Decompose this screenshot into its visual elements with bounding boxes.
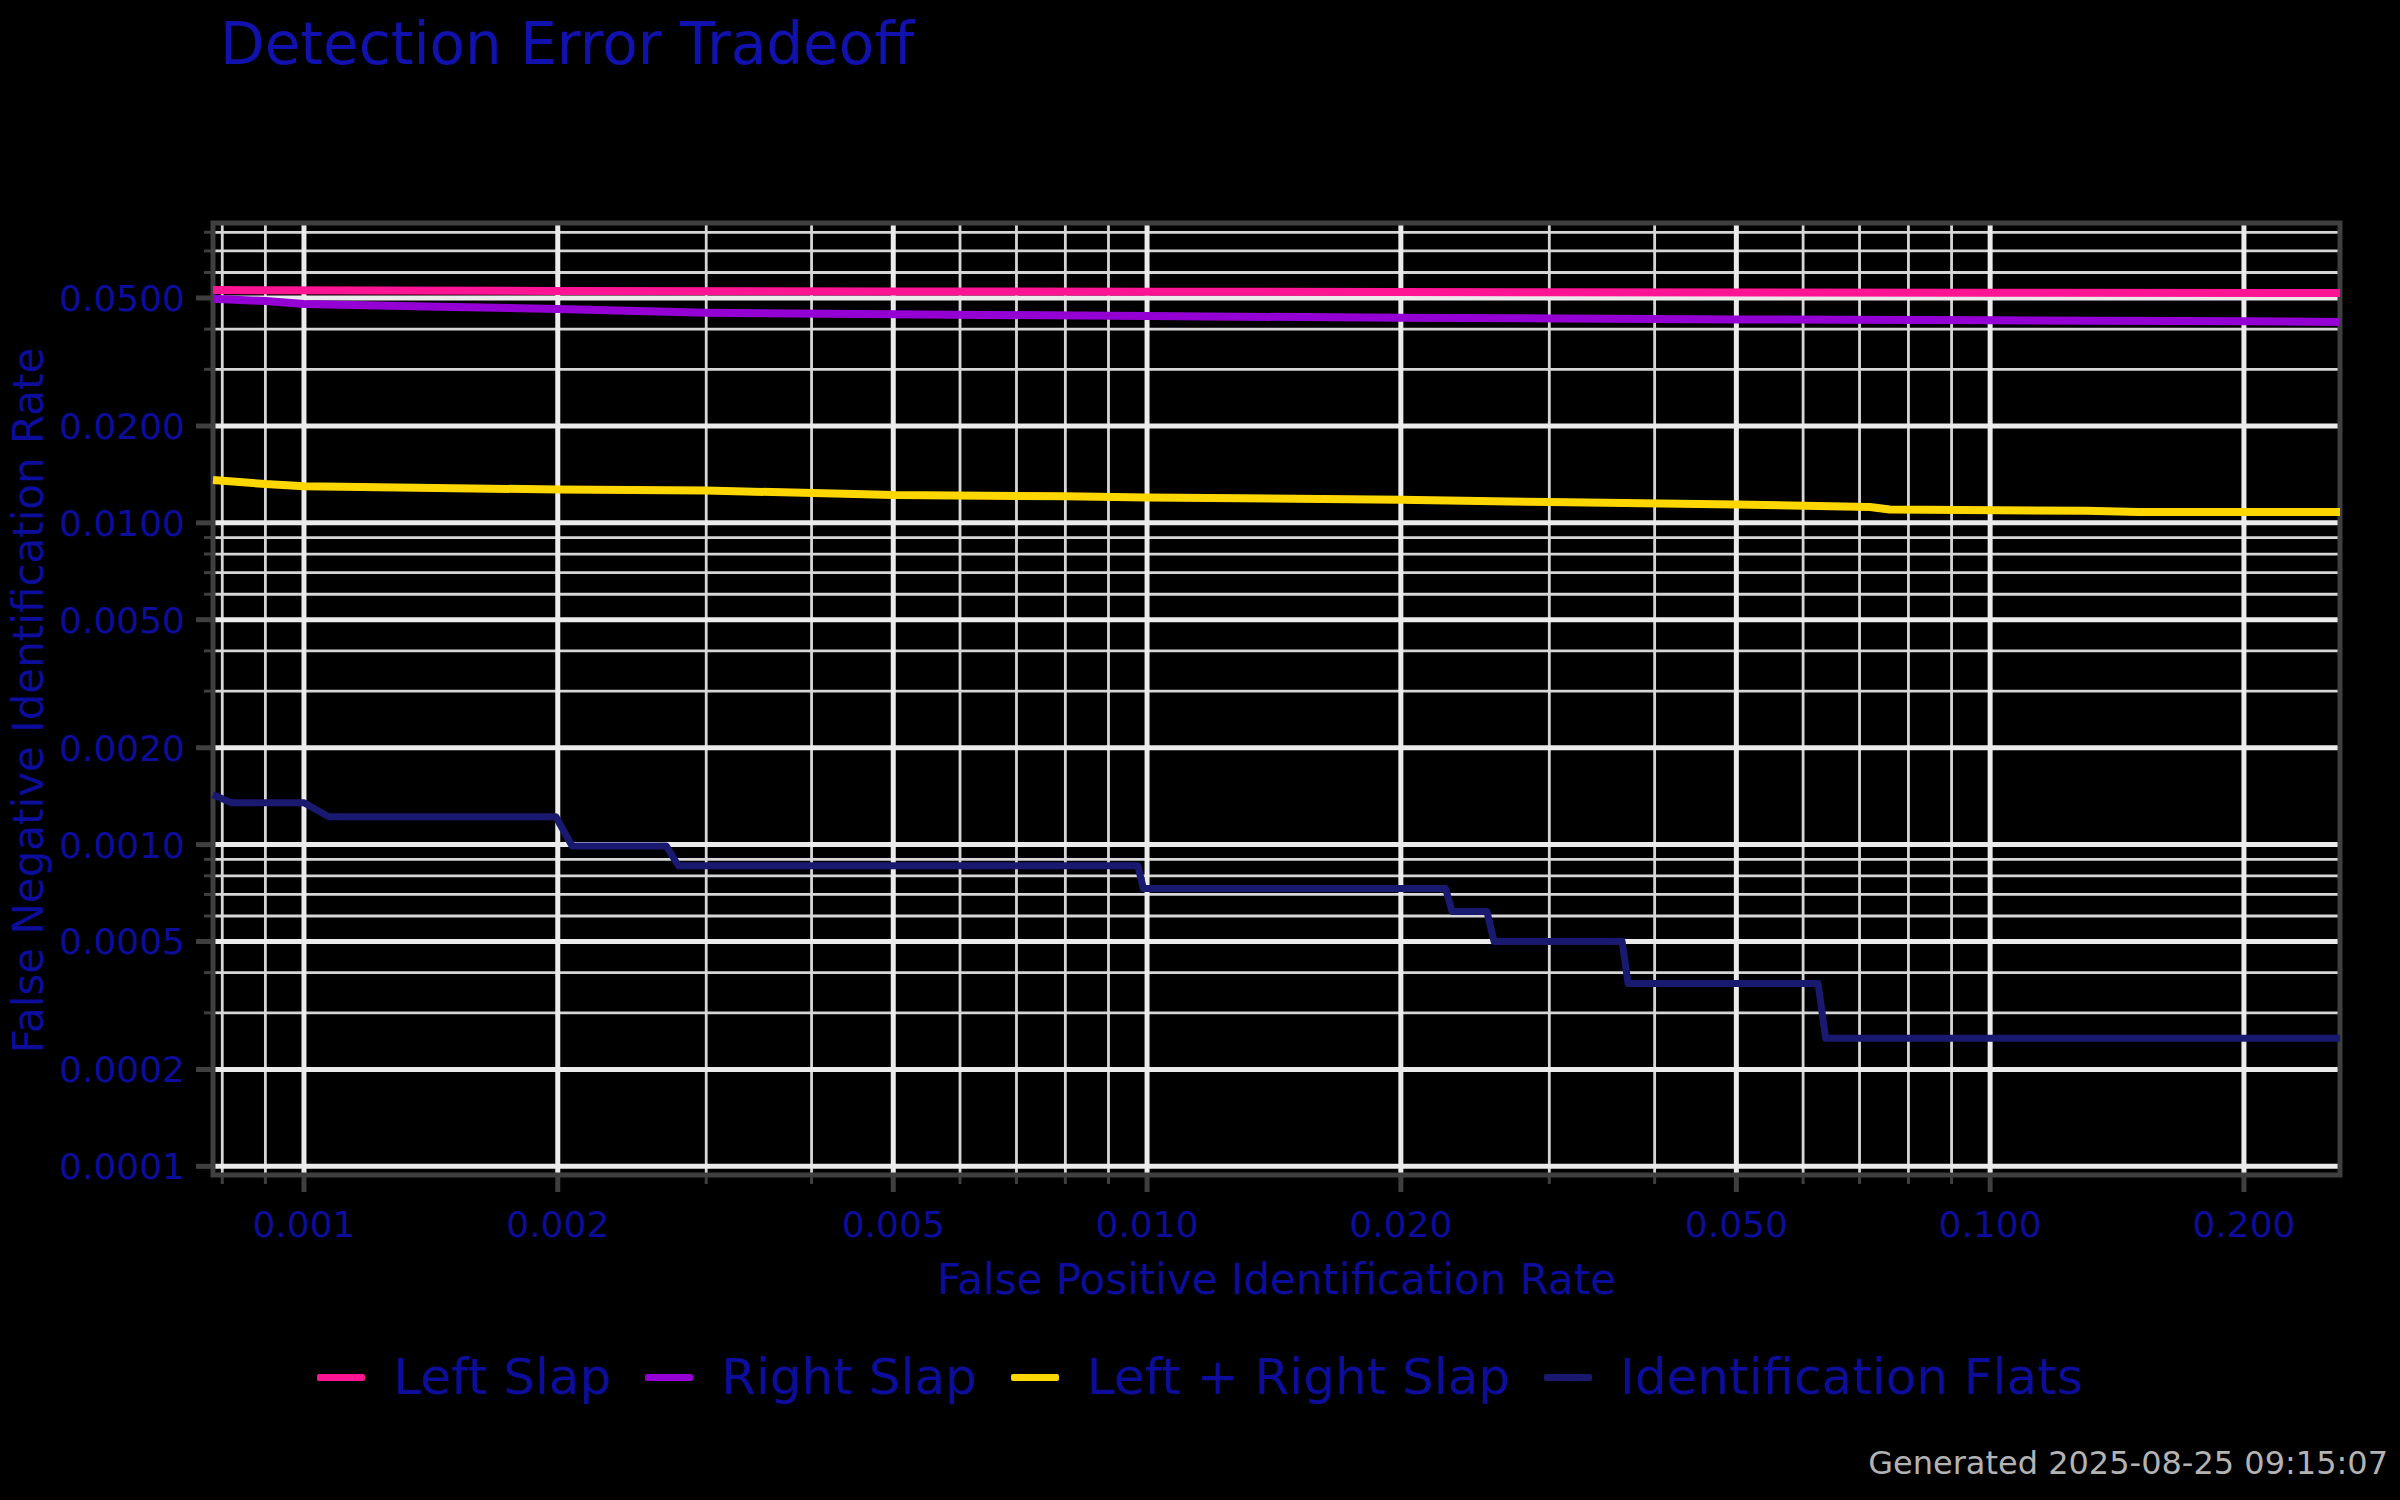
x-tick-label: 0.050 <box>1685 1204 1788 1245</box>
y-tick-label: 0.0200 <box>59 406 185 447</box>
x-axis-label: False Positive Identification Rate <box>213 1255 2340 1304</box>
legend-label: Right Slap <box>721 1348 977 1406</box>
y-tick-label: 0.0050 <box>59 600 185 641</box>
x-tick-label: 0.200 <box>2192 1204 2295 1245</box>
y-axis-label: False Negative Identification Rate <box>4 221 53 1181</box>
y-tick-label: 0.0020 <box>59 728 185 769</box>
legend-item: Left + Right Slap <box>1011 1348 1510 1406</box>
y-tick-label: 0.0002 <box>59 1049 185 1090</box>
generated-timestamp: Generated 2025-08-25 09:15:07 <box>1868 1444 2388 1482</box>
series-line-right-slap <box>213 299 2340 322</box>
y-tick-label: 0.0100 <box>59 503 185 544</box>
legend-label: Left + Right Slap <box>1087 1348 1510 1406</box>
x-tick-label: 0.001 <box>252 1204 355 1245</box>
series-line-left-slap <box>213 290 2340 293</box>
y-tick-label: 0.0001 <box>59 1146 185 1187</box>
legend-item: Right Slap <box>645 1348 977 1406</box>
x-tick-label: 0.005 <box>842 1204 945 1245</box>
x-tick-label: 0.002 <box>506 1204 609 1245</box>
legend-swatch <box>645 1374 693 1381</box>
x-tick-label: 0.020 <box>1349 1204 1452 1245</box>
legend: Left Slap Right Slap Left + Right Slap Iden… <box>0 1348 2400 1406</box>
legend-label: Left Slap <box>393 1348 611 1406</box>
y-tick-label: 0.0500 <box>59 278 185 319</box>
legend-swatch <box>1011 1374 1059 1381</box>
series-line-left-right-slap <box>213 480 2340 512</box>
legend-item: Identification Flats <box>1544 1348 2083 1406</box>
y-tick-label: 0.0005 <box>59 921 185 962</box>
legend-label: Identification Flats <box>1620 1348 2083 1406</box>
y-tick-label: 0.0010 <box>59 825 185 866</box>
legend-swatch <box>1544 1374 1592 1381</box>
x-tick-label: 0.010 <box>1096 1204 1199 1245</box>
legend-swatch <box>317 1374 365 1381</box>
plot-border <box>213 223 2340 1175</box>
legend-item: Left Slap <box>317 1348 611 1406</box>
x-tick-label: 0.100 <box>1939 1204 2042 1245</box>
